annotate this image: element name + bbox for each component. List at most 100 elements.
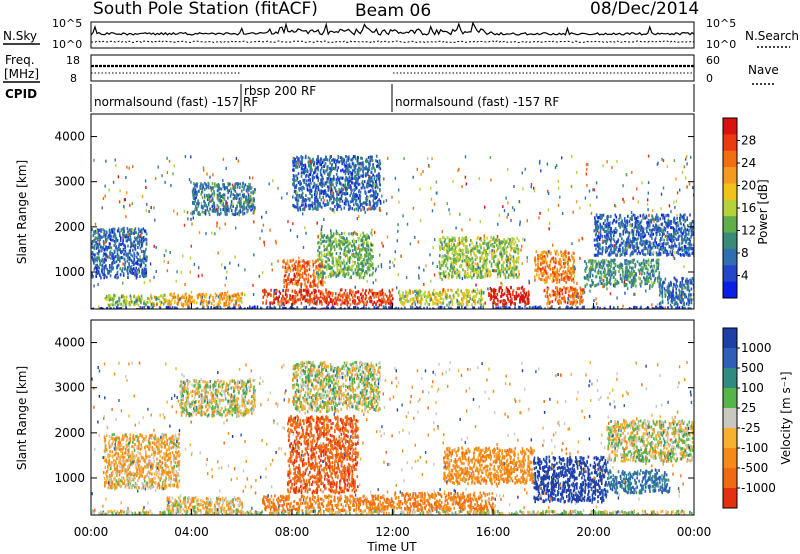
data-cell [302,164,305,167]
data-cell [333,166,335,170]
data-cell [352,169,354,173]
data-cell [512,290,514,294]
data-cell [489,273,492,277]
data-cell [341,168,344,172]
data-cell [303,261,306,265]
data-cell [400,307,403,309]
data-cell [293,276,296,280]
data-cell [327,165,329,169]
data-cell [297,172,300,176]
data-cell [524,300,526,304]
data-cell [354,155,357,159]
data-cell [440,305,443,309]
data-cell [108,228,111,232]
data-cell [352,299,354,303]
data-cell [300,282,303,286]
data-cell [355,273,357,277]
data-cell [355,176,358,180]
data-cell [439,290,441,294]
data-cell [285,282,288,286]
data-cell [325,156,327,160]
data-cell [461,259,464,263]
data-cell [326,234,329,238]
nsky-label: N.Sky [3,29,37,43]
data-cell [340,236,343,240]
data-cell [340,176,342,180]
data-cell [408,291,410,295]
data-cell [367,156,370,159]
data-cell [507,265,509,269]
data-cell [292,278,295,281]
data-cell [366,159,369,163]
freq-panel: Freq. [MHz] 18 8 60 0 Nave [3,53,779,85]
data-cell [203,200,205,204]
data-cell [545,279,547,283]
data-cell [362,300,365,304]
data-cell [560,288,563,292]
data-cell [146,300,149,304]
data-cell [363,239,365,242]
data-cell [345,244,348,248]
data-cell [516,275,518,279]
data-cell [323,171,326,175]
data-cell [689,307,691,309]
data-cell [277,299,279,303]
data-cell [226,208,229,212]
data-cell [362,165,364,169]
data-cell [563,278,565,282]
data-cell [106,267,108,271]
data-cell [504,267,506,271]
data-cell [210,305,212,309]
data-cell [119,259,121,263]
data-cell [348,247,350,251]
data-cell [334,307,337,309]
data-cell [379,189,381,193]
data-cell [191,295,193,299]
data-cell [526,299,529,303]
data-cell [212,295,214,299]
data-cell [572,265,574,269]
data-cell [194,208,196,211]
data-cell [417,292,419,296]
data-cell [535,263,537,267]
data-cell [344,250,347,254]
data-cell [361,185,364,189]
data-cell [325,240,327,244]
data-cell [474,302,476,306]
data-cell [357,290,359,294]
data-cell [349,298,351,302]
data-cell [343,270,346,274]
data-cell [320,283,323,287]
data-cell [459,249,462,252]
data-cell [361,156,363,160]
data-cell [465,273,467,277]
data-cell [211,182,214,186]
data-cell [541,255,544,259]
data-cell [307,204,310,208]
data-cell [357,156,359,159]
data-cell [296,198,298,202]
data-cell [356,233,359,236]
data-cell [136,251,138,255]
data-cell [143,299,146,303]
data-cell [240,299,242,302]
data-cell [234,305,236,309]
data-cell [471,276,473,280]
data-cell [203,211,205,214]
data-cell [355,194,358,198]
data-cell [441,296,443,300]
data-cell [143,301,145,305]
data-cell [318,246,320,250]
data-cell [497,302,499,306]
data-cell [480,292,483,296]
cpid-segment-1: normalsound (fast) -157 RF [94,95,258,109]
data-cell [369,190,371,193]
data-cell [382,298,385,302]
data-cell [361,180,364,184]
data-cell [552,278,554,282]
data-cell [351,181,353,185]
nsearch-label: N.Search [745,29,799,43]
data-cell [307,290,310,294]
data-cell [462,298,464,302]
data-cell [282,294,284,298]
